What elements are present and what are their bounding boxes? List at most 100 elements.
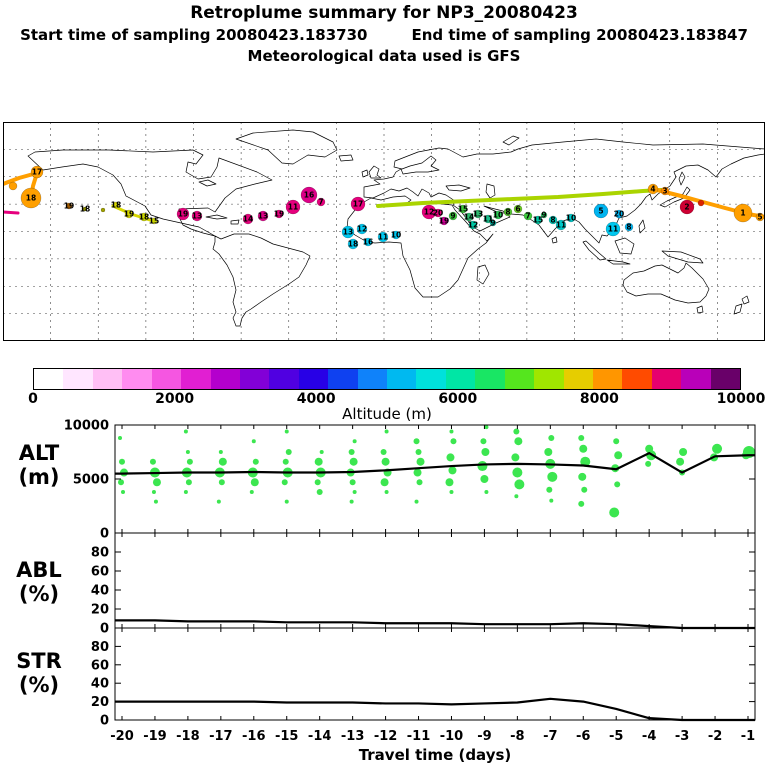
alt-dot: [319, 450, 324, 454]
alt-dot: [578, 472, 587, 481]
trajectory-point: [377, 231, 389, 243]
trajectory-point-label: 11: [378, 233, 388, 242]
trajectory-point-label: 20: [614, 210, 624, 219]
trajectory-point: [697, 199, 705, 207]
y-tick-label: 0: [100, 714, 109, 729]
colorbar-segment: [563, 369, 594, 389]
trajectory-point: [242, 213, 254, 225]
alt-dot: [250, 478, 259, 487]
colorbar-tick-label: 8000: [579, 391, 619, 407]
x-tick-label: -19: [143, 729, 167, 744]
alt-dot: [119, 458, 125, 465]
coastline: [363, 138, 765, 244]
x-tick-label: -17: [209, 729, 233, 744]
alt-dot: [480, 438, 487, 445]
trajectory-point: [605, 221, 621, 237]
alt-dot: [609, 507, 620, 518]
alt-dot: [352, 439, 357, 444]
trajectory-point-label: 15: [533, 216, 543, 225]
alt-dot: [450, 438, 457, 445]
sampling-times-line: Start time of sampling 20080423.183730 En…: [0, 26, 768, 44]
alt-dot: [348, 449, 355, 455]
trajectory-point-label: 19: [178, 210, 188, 219]
trajectory-point: [20, 187, 42, 209]
coastline: [338, 154, 354, 162]
alt-dot: [578, 500, 585, 507]
y-tick-label: 60: [91, 658, 109, 673]
trajectory-point-label: 19: [274, 210, 284, 219]
trajectory-point: [593, 203, 609, 219]
alt-dot: [514, 479, 525, 490]
x-tick-label: -13: [341, 729, 365, 744]
alt-dot: [121, 489, 125, 494]
trajectory-point-label: 8: [505, 208, 510, 217]
x-tick-label: -2: [708, 729, 722, 744]
coastline: [368, 165, 382, 179]
coastline: [361, 169, 369, 178]
colorbar-segment: [269, 369, 299, 389]
trajectory-point-label: 4: [650, 185, 655, 194]
colorbar-segment: [622, 369, 652, 389]
alt-dot: [614, 481, 621, 488]
trajectory-point-label: 8: [550, 216, 555, 225]
trajectory-point-label: 5: [757, 213, 762, 222]
x-tick-label: -15: [275, 729, 299, 744]
alt-dot: [484, 489, 489, 494]
trajectory-point-label: 12: [357, 225, 367, 234]
colorbar-tick-label: 6000: [438, 391, 478, 407]
alt-dot: [185, 479, 192, 486]
alt-dot: [511, 453, 520, 462]
alt-dot: [384, 489, 389, 494]
trajectory-point: [473, 209, 483, 219]
trajectory-point-label: 16: [304, 191, 314, 200]
abl-line: [115, 619, 755, 630]
alt-dot: [580, 456, 591, 467]
alt-dot: [512, 467, 523, 478]
trajectory-point: [523, 211, 533, 221]
x-tick-label: -4: [642, 729, 656, 744]
trajectory-point: [285, 199, 301, 215]
alt-dot: [118, 479, 124, 486]
trajectory-point: [647, 183, 659, 195]
trajectory-point: [150, 217, 158, 225]
x-tick-label: -18: [176, 729, 200, 744]
coastline: [230, 219, 240, 225]
x-tick-label: -11: [407, 729, 431, 744]
trajectory-point-label: 5: [598, 207, 603, 216]
alt-dot: [251, 439, 256, 444]
map-frame: [3, 122, 765, 341]
trajectory-point: [391, 230, 401, 240]
alt-dot: [183, 429, 188, 434]
coastline: [733, 303, 743, 315]
alt-dot: [514, 437, 523, 446]
coastline: [198, 179, 217, 187]
trajectory-point: [112, 201, 120, 209]
alt-dot: [380, 449, 387, 455]
colorbar-segment: [504, 369, 535, 389]
trajectory-point-label: 9: [490, 219, 495, 228]
trajectory-point-label: 13: [473, 210, 483, 219]
trajectory-point-label: 11: [556, 221, 566, 230]
trajectory-point-label: 13: [343, 228, 353, 237]
alt-dot: [481, 448, 490, 456]
panel-str: 0 20 40 60 80: [91, 627, 756, 729]
alt-dot: [252, 458, 259, 465]
trajectory-point-label: 9: [450, 212, 455, 221]
trajectory-point: [733, 203, 753, 223]
colorbar-segment: [445, 369, 476, 389]
alt-dot: [578, 434, 585, 441]
trajectory-point: [274, 209, 284, 219]
trajectory-point-label: 9: [541, 211, 546, 220]
trajectory-point-label: 12: [424, 208, 434, 217]
trajectory-point: [350, 196, 366, 212]
trajectory-point: [513, 204, 523, 214]
trajectory-point-label: 10: [493, 211, 503, 220]
alt-dot: [349, 499, 354, 504]
str-label: STR: [16, 649, 62, 673]
trajectory-point-label: 15: [149, 217, 159, 226]
colorbar-segment: [651, 369, 682, 389]
alt-dot: [676, 457, 685, 466]
x-tick-label: -5: [609, 729, 623, 744]
colorbar-segment: [181, 369, 211, 389]
